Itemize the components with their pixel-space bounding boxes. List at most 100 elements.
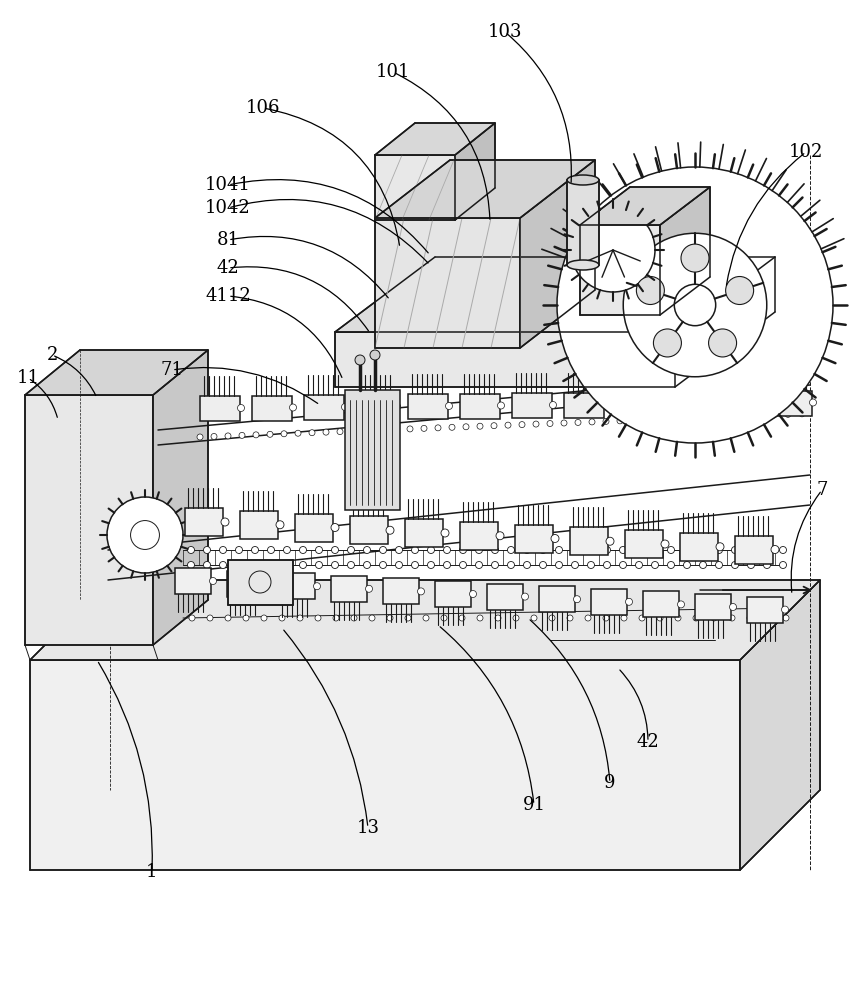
Circle shape [188,546,195,554]
Circle shape [651,562,658,568]
Circle shape [364,546,371,554]
Circle shape [495,615,501,621]
Circle shape [732,546,739,554]
Polygon shape [383,578,419,604]
Circle shape [782,606,789,613]
Circle shape [281,431,287,437]
Polygon shape [772,390,812,416]
Circle shape [188,562,195,568]
Polygon shape [580,187,710,225]
Polygon shape [747,597,783,623]
Circle shape [460,562,467,568]
Circle shape [239,432,245,438]
Circle shape [603,615,609,621]
Circle shape [475,562,482,568]
Circle shape [701,415,707,421]
Circle shape [555,562,563,568]
Polygon shape [580,225,660,315]
Circle shape [203,546,210,554]
Circle shape [396,562,402,568]
Polygon shape [228,560,293,605]
Circle shape [427,562,434,568]
Polygon shape [520,160,595,348]
Text: 1: 1 [146,863,158,881]
Circle shape [523,562,530,568]
Circle shape [716,562,722,568]
Polygon shape [175,568,211,594]
Polygon shape [660,187,710,315]
Polygon shape [279,573,315,599]
Circle shape [771,546,779,554]
Circle shape [316,562,323,568]
Text: 13: 13 [357,819,379,837]
Circle shape [661,540,669,548]
Circle shape [407,426,413,432]
Polygon shape [25,395,153,645]
Circle shape [636,562,643,568]
Circle shape [726,277,753,305]
Polygon shape [356,394,396,420]
Circle shape [780,562,787,568]
Circle shape [323,429,329,435]
Polygon shape [735,536,773,564]
Circle shape [370,350,380,360]
Polygon shape [304,395,344,420]
Circle shape [267,431,273,437]
Circle shape [405,615,411,621]
Circle shape [654,329,681,357]
Polygon shape [30,580,820,660]
Circle shape [557,167,833,443]
Circle shape [394,403,401,410]
Polygon shape [680,533,718,561]
Circle shape [268,562,275,568]
Circle shape [189,615,195,621]
Circle shape [764,562,770,568]
Circle shape [603,546,611,554]
Circle shape [283,562,291,568]
Text: 71: 71 [160,361,184,379]
Circle shape [617,418,623,424]
Circle shape [355,355,365,365]
Circle shape [261,615,267,621]
Circle shape [785,411,791,417]
Circle shape [492,562,498,568]
Circle shape [299,546,306,554]
Circle shape [463,424,469,430]
Circle shape [575,419,581,425]
Circle shape [571,208,655,292]
Circle shape [729,603,736,610]
Circle shape [444,562,450,568]
Circle shape [567,615,573,621]
Circle shape [519,422,525,428]
Text: 4112: 4112 [205,287,251,305]
Circle shape [221,518,229,526]
Circle shape [412,562,419,568]
Circle shape [705,400,712,407]
Circle shape [743,413,749,419]
Ellipse shape [567,260,599,270]
Circle shape [496,532,504,540]
Circle shape [716,546,722,554]
Circle shape [337,429,343,435]
Circle shape [276,521,284,529]
Circle shape [297,615,303,621]
Polygon shape [153,350,208,645]
Polygon shape [455,123,495,220]
Circle shape [651,546,658,554]
Circle shape [693,615,699,621]
Polygon shape [350,516,388,544]
Circle shape [780,546,787,554]
Circle shape [588,546,595,554]
Circle shape [732,562,739,568]
Text: 7: 7 [816,481,828,499]
Circle shape [351,615,357,621]
Circle shape [235,546,243,554]
Circle shape [699,546,706,554]
Circle shape [771,412,777,418]
Circle shape [351,428,357,434]
Polygon shape [616,392,656,417]
Circle shape [547,421,553,427]
Circle shape [659,416,665,422]
Circle shape [673,416,679,422]
Circle shape [364,562,371,568]
